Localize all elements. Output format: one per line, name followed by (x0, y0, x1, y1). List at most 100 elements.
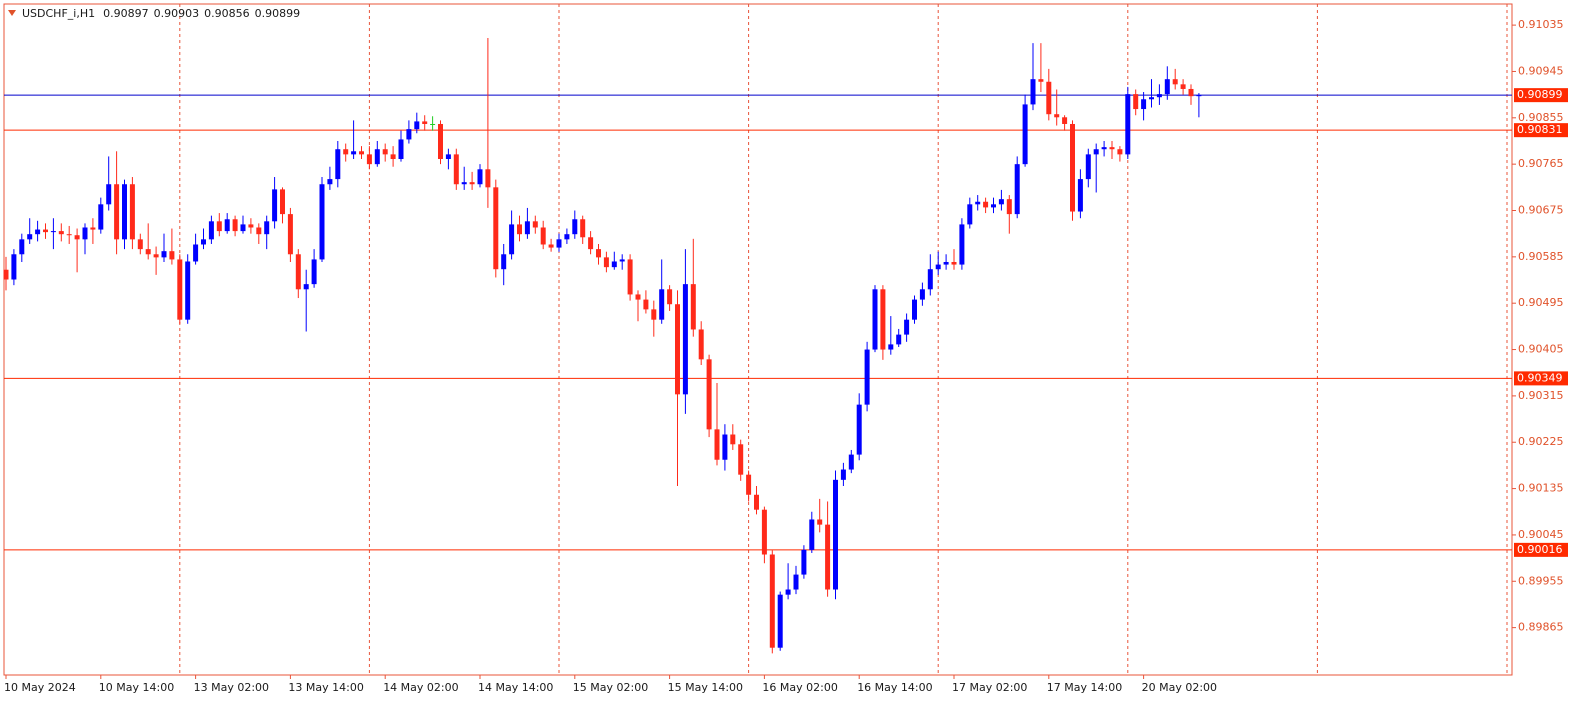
candle-body (817, 519, 823, 525)
candle-body (27, 234, 33, 240)
candle-body (1164, 79, 1170, 95)
plot-frame (3, 3, 1513, 676)
candle-body (983, 201, 989, 208)
candle-body (98, 204, 104, 230)
candle-body (1141, 99, 1147, 110)
level-label: 0.90349 (1517, 371, 1563, 384)
x-tick-label: 20 May 02:00 (1142, 681, 1217, 694)
candle-body (548, 244, 554, 248)
candle-body (880, 289, 886, 350)
candle-body (343, 149, 349, 155)
levels (4, 94, 1512, 551)
x-tick-label: 16 May 02:00 (762, 681, 837, 694)
candle-body (493, 187, 499, 270)
x-tick-label: 16 May 14:00 (857, 681, 932, 694)
candle-body (501, 254, 507, 270)
candle-body (564, 234, 570, 240)
candle-body (785, 589, 791, 595)
candle-body (280, 189, 285, 215)
candle-body (1188, 88, 1194, 97)
candle-body (185, 261, 191, 320)
x-tick-label: 10 May 2024 (4, 681, 76, 694)
candle-body (161, 251, 167, 258)
candle-body (1109, 147, 1115, 150)
candle-body (651, 309, 657, 320)
candle-body (414, 121, 420, 130)
candle-body (825, 524, 831, 590)
level-label: 0.90831 (1517, 123, 1563, 136)
candle-body (1062, 117, 1068, 124)
candle-body (303, 284, 309, 290)
header-low: 0.90856 (204, 7, 250, 20)
candle-body (959, 224, 965, 265)
y-tick-label: 0.89955 (1518, 574, 1564, 587)
candle-body (927, 269, 933, 290)
candle-body (793, 574, 799, 590)
candle-body (517, 224, 522, 235)
x-tick-label: 14 May 02:00 (383, 681, 458, 694)
candle-body (896, 334, 902, 345)
candle-body (240, 224, 246, 232)
candle-body (3, 269, 9, 280)
candle-body (50, 231, 56, 233)
candle-body (232, 219, 238, 232)
candle-body (35, 229, 41, 235)
header-high: 0.90903 (154, 7, 200, 20)
candle-body (888, 344, 894, 350)
header-open: 0.90897 (103, 7, 149, 20)
separators (179, 4, 1508, 675)
candle-body (690, 284, 696, 330)
candle-body (327, 179, 333, 185)
candle-body (1133, 94, 1139, 110)
candle-body (714, 429, 720, 460)
candle-body (129, 184, 135, 240)
candle-body (1030, 79, 1036, 105)
candle-body (682, 284, 688, 395)
candle-body (619, 259, 625, 262)
candle-body (469, 182, 475, 185)
x-tick-label: 10 May 14:00 (99, 681, 174, 694)
candle-body (975, 201, 981, 205)
candle-body (1149, 97, 1154, 100)
candle-body (611, 261, 617, 268)
candle-body (540, 227, 546, 245)
x-tick-label: 15 May 14:00 (668, 681, 743, 694)
candle-body (1022, 104, 1028, 165)
x-tick-label: 17 May 14:00 (1047, 681, 1122, 694)
y-tick-label: 0.90945 (1518, 64, 1564, 77)
candle-body (635, 294, 641, 300)
candle-body (872, 289, 878, 350)
candle-body (438, 123, 443, 160)
candle-body (556, 239, 562, 248)
candle-body (659, 289, 665, 320)
candle-body (224, 219, 230, 232)
candle-body (951, 261, 957, 265)
candle-body (1101, 147, 1107, 150)
chart-header: USDCHF_i,H1 0.90897 0.90903 0.90856 0.90899 (22, 7, 300, 20)
candle-body (311, 259, 317, 285)
candle-body (193, 244, 199, 262)
candle-body (675, 304, 680, 395)
candle-body (58, 231, 64, 235)
header-close: 0.90899 (255, 7, 301, 20)
candle-body (943, 261, 949, 265)
axes: 0.91035 0.90945 0.90855 0.90765 0.90675 0.905… (4, 18, 1568, 694)
candle-body (1172, 79, 1178, 85)
candle-body (430, 123, 436, 125)
y-tick-label: 0.90315 (1518, 389, 1564, 402)
y-tick-label: 0.90675 (1518, 204, 1564, 217)
candle-body (137, 239, 143, 250)
candle-body (754, 494, 759, 510)
candle-body (272, 189, 278, 222)
candle-body (1077, 179, 1083, 212)
candle-body (114, 184, 120, 240)
y-tick-label: 0.90855 (1518, 111, 1564, 124)
candle-body (761, 509, 767, 555)
level-label: 0.90016 (1517, 543, 1563, 556)
candle-body (90, 227, 96, 230)
y-tick-label: 0.91035 (1518, 18, 1564, 31)
candle-body (912, 299, 917, 320)
candle-body (596, 249, 601, 258)
level-label: 0.90899 (1517, 88, 1563, 101)
candle-body (1070, 123, 1075, 212)
